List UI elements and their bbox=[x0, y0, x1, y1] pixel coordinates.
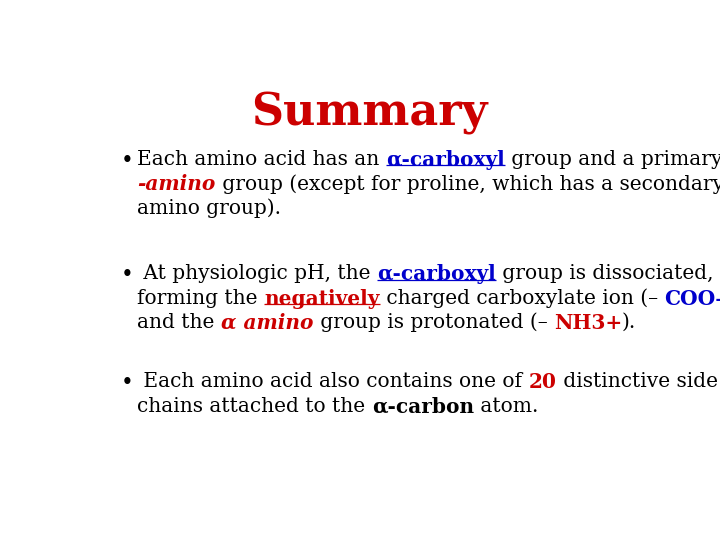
Text: •: • bbox=[121, 265, 133, 286]
Text: and the: and the bbox=[138, 313, 221, 332]
Text: •: • bbox=[121, 373, 133, 395]
Text: Each amino acid has an: Each amino acid has an bbox=[138, 150, 386, 169]
Text: atom.: atom. bbox=[474, 396, 539, 416]
Text: charged carboxylate ion (–: charged carboxylate ion (– bbox=[379, 288, 664, 308]
Text: NH3+: NH3+ bbox=[554, 313, 622, 333]
Text: ).: ). bbox=[622, 313, 636, 332]
Text: amino group).: amino group). bbox=[138, 198, 282, 218]
Text: chains attached to the: chains attached to the bbox=[138, 396, 372, 416]
Text: At physiologic pH, the: At physiologic pH, the bbox=[138, 265, 377, 284]
Text: COO–: COO– bbox=[664, 288, 720, 308]
Text: α-carboxyl: α-carboxyl bbox=[377, 265, 496, 285]
Text: α amino: α amino bbox=[221, 313, 313, 333]
Text: Summary: Summary bbox=[251, 92, 487, 135]
Text: group is dissociated,: group is dissociated, bbox=[496, 265, 714, 284]
Text: Each amino acid also contains one of: Each amino acid also contains one of bbox=[138, 373, 528, 392]
Text: group and a primary: group and a primary bbox=[505, 150, 720, 169]
Text: negatively: negatively bbox=[264, 288, 379, 308]
Text: -amino: -amino bbox=[138, 174, 216, 194]
Text: forming the: forming the bbox=[138, 288, 264, 307]
Text: α-carbon: α-carbon bbox=[372, 396, 474, 416]
Text: •: • bbox=[121, 150, 133, 172]
Text: 20: 20 bbox=[528, 373, 557, 393]
Text: group is protonated (–: group is protonated (– bbox=[313, 313, 554, 332]
Text: α-carboxyl: α-carboxyl bbox=[386, 150, 505, 170]
Text: distinctive side: distinctive side bbox=[557, 373, 718, 392]
Text: group (except for proline, which has a secondary: group (except for proline, which has a s… bbox=[216, 174, 720, 194]
